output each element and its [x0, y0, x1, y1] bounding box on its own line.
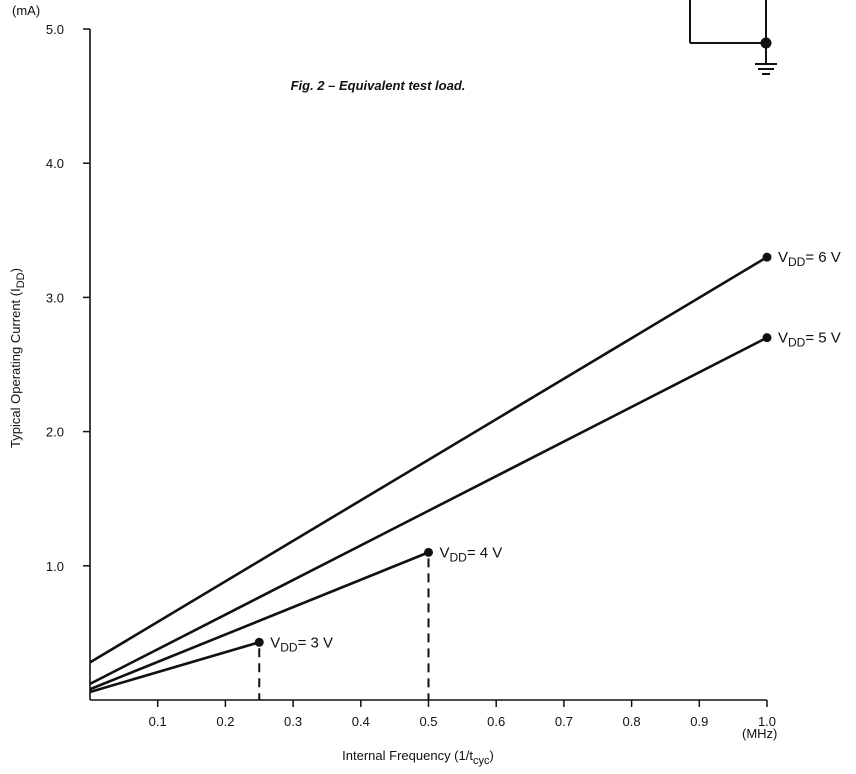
- y-axis-title: Typical Operating Current (IDD): [8, 268, 27, 448]
- x-tick-label: 0.2: [216, 714, 234, 729]
- axes: [89, 29, 767, 701]
- series-label: VDD= 6 V: [778, 249, 841, 269]
- series-label: VDD= 4 V: [440, 544, 503, 564]
- test-load-circuit-fragment: [689, 0, 777, 75]
- series-end-point: [762, 252, 772, 262]
- series-labels: VDD= 6 V VDD= 5 V VDD= 4 V VDD= 3 V: [270, 249, 841, 654]
- series-end-point: [424, 547, 433, 557]
- series-label: VDD= 3 V: [270, 634, 333, 654]
- figure-caption: Fig. 2 – Equivalent test load.: [291, 78, 466, 93]
- x-tick-label: 0.9: [690, 714, 708, 729]
- x-unit-label: (MHz): [742, 726, 777, 741]
- x-tick-label: 0.4: [352, 714, 370, 729]
- y-axis-title-main: Typical Operating Current (I: [8, 288, 23, 448]
- x-axis-title-end: ): [489, 748, 493, 763]
- y-tick-label: 3.0: [46, 290, 64, 305]
- x-axis-title: Internal Frequency (1/tcyc): [342, 748, 494, 767]
- series-line: [89, 336, 768, 686]
- dashed-drop-lines: [258, 558, 430, 700]
- ticks: 0.1 0.2 0.3 0.4 0.5 0.6 0.7 0.8 0.9 1.0 1.0 2.0 3.0 4…: [46, 22, 776, 729]
- series-end-point: [254, 637, 264, 647]
- x-tick-label: 0.3: [284, 714, 302, 729]
- x-axis-title-sub: cyc: [473, 755, 490, 767]
- y-tick-label: 5.0: [46, 22, 64, 37]
- x-axis-title-main: Internal Frequency (1/t: [342, 748, 473, 763]
- y-tick-label: 4.0: [46, 156, 64, 171]
- series-line: [89, 641, 260, 694]
- x-tick-label: 0.7: [555, 714, 573, 729]
- circuit-node: [760, 37, 772, 49]
- y-tick-label: 1.0: [46, 559, 64, 574]
- x-tick-label: 0.1: [149, 714, 167, 729]
- y-unit-label: (mA): [12, 3, 40, 18]
- y-axis-title-end: ): [8, 268, 23, 272]
- series-end-point: [762, 333, 772, 343]
- x-tick-label: 0.5: [419, 714, 437, 729]
- series-lines: [89, 252, 772, 694]
- series-line: [89, 551, 429, 691]
- x-tick-label: 1.0: [758, 714, 776, 729]
- x-tick-label: 0.8: [623, 714, 641, 729]
- y-tick-label: 2.0: [46, 425, 64, 440]
- ground-icon: [755, 63, 777, 75]
- series-line: [89, 256, 768, 664]
- series-label: VDD= 5 V: [778, 330, 841, 350]
- x-tick-label: 0.6: [487, 714, 505, 729]
- y-axis-title-sub: DD: [15, 272, 27, 288]
